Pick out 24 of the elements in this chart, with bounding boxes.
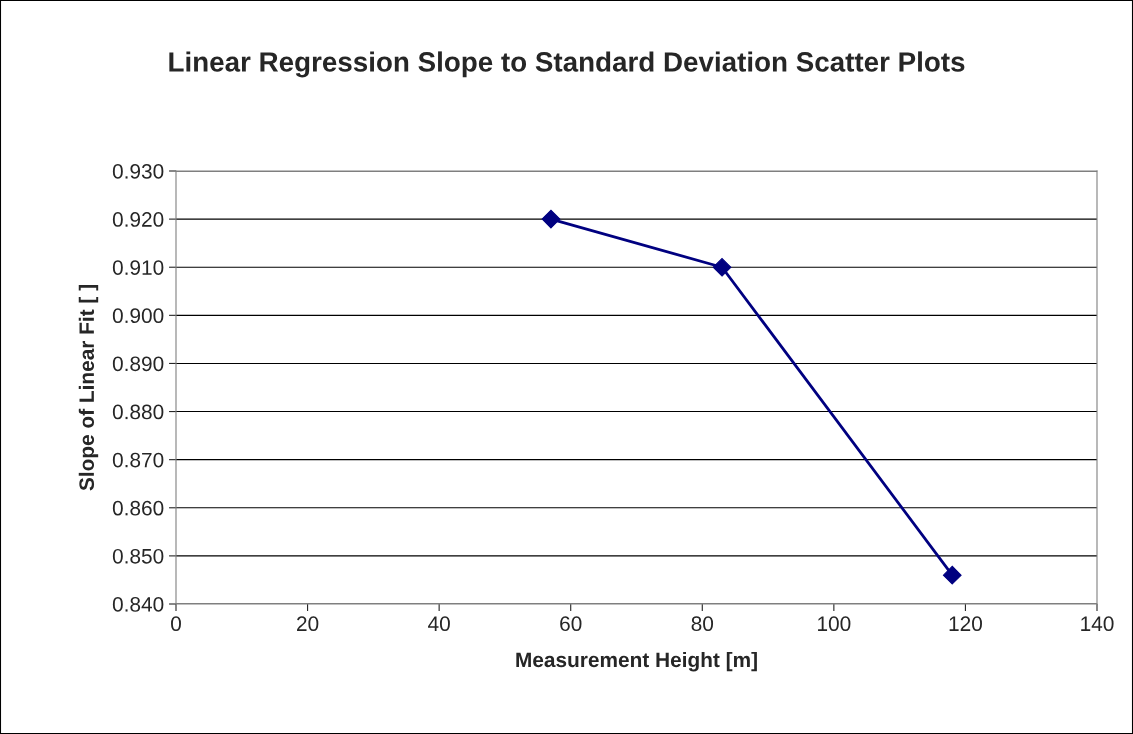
y-tick-label: 0.870 bbox=[112, 452, 164, 468]
y-tick-label: 0.920 bbox=[112, 212, 164, 227]
x-tick-label: 60 bbox=[560, 616, 582, 632]
y-tick-label: 0.860 bbox=[112, 500, 164, 516]
point bbox=[712, 257, 732, 277]
y-tick-label: 0.910 bbox=[112, 260, 164, 275]
x-tick-label: 40 bbox=[428, 616, 450, 632]
y-tick-label: 0.890 bbox=[112, 356, 164, 372]
x-tick-label: 20 bbox=[297, 616, 319, 632]
y-tick-label: 0.900 bbox=[112, 308, 164, 324]
point bbox=[942, 565, 962, 585]
x-tick-label: 80 bbox=[691, 616, 714, 632]
x-tick-label: 0 bbox=[171, 616, 181, 632]
y-tick-label: 0.850 bbox=[112, 548, 164, 564]
x-tick-label: 140 bbox=[1081, 616, 1114, 632]
y-axis-title: Slope of Linear Fit [ ] bbox=[78, 285, 99, 491]
x-tick-label: 120 bbox=[949, 616, 982, 632]
y-tick-label: 0.930 bbox=[112, 164, 164, 179]
y-tick-label: 0.840 bbox=[112, 597, 164, 612]
point bbox=[541, 209, 561, 229]
y-tick-label: 0.880 bbox=[112, 404, 164, 420]
chart-title: Linear Regression Slope to Standard Deviation Scatter Plots bbox=[169, 51, 965, 78]
x-tick-label: 100 bbox=[818, 616, 851, 632]
x-axis-title: Measurement Height [m] bbox=[516, 651, 757, 672]
